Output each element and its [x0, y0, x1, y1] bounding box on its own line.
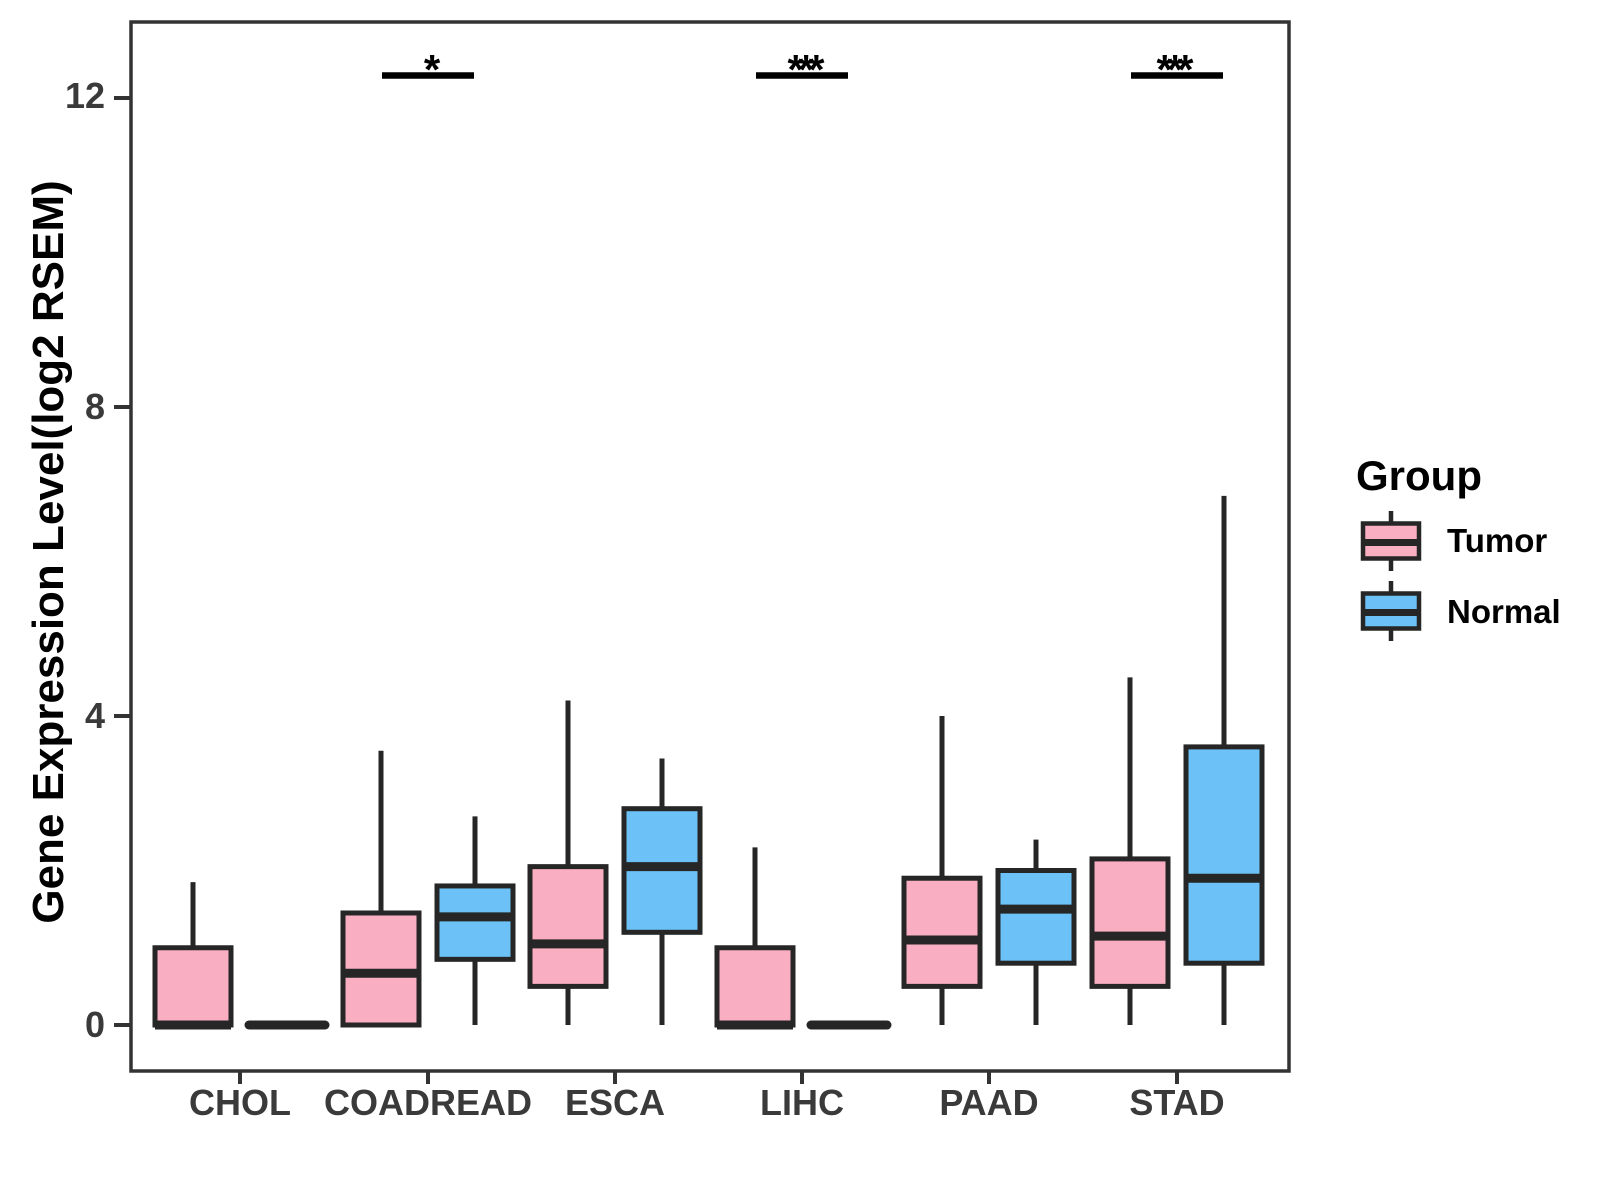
box-normal-PAAD — [995, 868, 1077, 966]
box-tumor-CHOL — [152, 945, 234, 1028]
x-label-esca: ESCA — [564, 1082, 666, 1123]
y-tick-label-0: 0 — [84, 1004, 105, 1045]
y-axis-title: Gene Expression Level(log2 RSEM) — [24, 180, 73, 924]
box-tumor-STAD — [1089, 856, 1171, 989]
y-tick-label-8: 8 — [84, 386, 105, 427]
x-label-coadread: COADREAD — [323, 1082, 533, 1123]
box-normal-STAD — [1183, 744, 1265, 966]
legend-title: Group — [1356, 452, 1482, 499]
y-tick-label-4: 4 — [84, 695, 105, 736]
x-label-stad: STAD — [1129, 1082, 1225, 1123]
x-label-lihc: LIHC — [760, 1082, 844, 1123]
y-tick-label-12: 12 — [64, 75, 105, 116]
panel-border — [129, 20, 1291, 1073]
box-tumor-LIHC — [714, 945, 796, 1028]
box-tumor-ESCA — [527, 864, 609, 989]
legend-label-normal: Normal — [1447, 593, 1561, 630]
x-label-paad: PAAD — [939, 1082, 1039, 1123]
legend-label-tumor: Tumor — [1447, 522, 1548, 559]
box-normal-COADREAD — [434, 883, 516, 962]
significance-stars-stad: *** — [1156, 46, 1193, 93]
significance-stars-lihc: *** — [787, 46, 824, 93]
x-label-chol: CHOL — [189, 1082, 291, 1123]
significance-stars-coadread: * — [423, 46, 441, 93]
box-tumor-PAAD — [901, 875, 983, 989]
